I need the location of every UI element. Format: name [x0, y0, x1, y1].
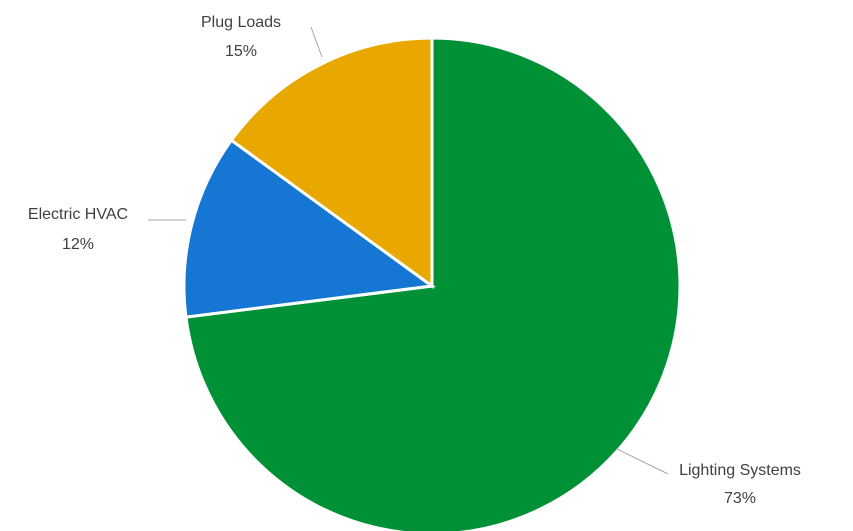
- pie-slices: [182, 36, 682, 531]
- slice-label-electric-hvac-percent: 12%: [62, 236, 94, 253]
- leader-lines: [148, 26, 669, 475]
- slice-label-electric-hvac-category: Electric HVAC: [28, 206, 128, 223]
- pie-slice-electric-hvac: [182, 138, 436, 319]
- slice-label-lighting-systems-percent: 73%: [724, 490, 756, 507]
- leader-line-plug-loads: [310, 26, 323, 58]
- slice-label-plug-loads-percent: 15%: [225, 43, 257, 60]
- slice-label-lighting-systems-category: Lighting Systems: [679, 462, 801, 479]
- leader-line-lighting-systems: [616, 448, 669, 475]
- slice-label-plug-loads-category: Plug Loads: [201, 14, 281, 31]
- pie-slice-plug-loads: [229, 36, 434, 289]
